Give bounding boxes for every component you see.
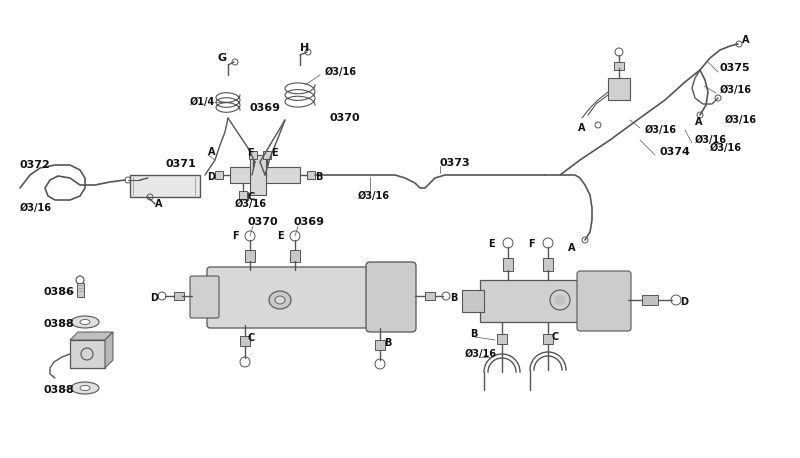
Text: A: A bbox=[155, 199, 162, 209]
Text: Ø3/16: Ø3/16 bbox=[645, 125, 677, 135]
Text: Ø3/16: Ø3/16 bbox=[720, 85, 752, 95]
Bar bbox=[240, 336, 250, 346]
Text: B: B bbox=[315, 172, 322, 182]
Text: F: F bbox=[247, 148, 254, 158]
Bar bbox=[642, 295, 658, 305]
Bar bbox=[174, 292, 184, 300]
Text: 0375: 0375 bbox=[720, 63, 750, 73]
Bar bbox=[230, 167, 300, 183]
Bar bbox=[375, 340, 385, 350]
Bar bbox=[70, 340, 105, 368]
Bar bbox=[503, 258, 513, 271]
Bar bbox=[250, 155, 266, 195]
Text: Ø3/16: Ø3/16 bbox=[465, 349, 497, 359]
Text: 0388: 0388 bbox=[43, 319, 74, 329]
Text: A: A bbox=[742, 35, 750, 45]
Bar bbox=[130, 175, 200, 197]
Text: C: C bbox=[248, 333, 255, 343]
Text: C: C bbox=[552, 332, 559, 342]
Text: Ø1/4: Ø1/4 bbox=[190, 97, 215, 107]
Bar bbox=[497, 334, 507, 344]
Text: D: D bbox=[207, 172, 215, 182]
Text: D: D bbox=[150, 293, 158, 303]
Text: Ø3/16: Ø3/16 bbox=[358, 191, 390, 201]
Ellipse shape bbox=[275, 296, 285, 304]
Text: B: B bbox=[470, 329, 478, 339]
Text: 0369: 0369 bbox=[293, 217, 324, 227]
Bar bbox=[614, 62, 624, 70]
Text: 0386: 0386 bbox=[43, 287, 74, 297]
Ellipse shape bbox=[80, 320, 90, 325]
Text: B: B bbox=[450, 293, 458, 303]
Text: 0388: 0388 bbox=[43, 385, 74, 395]
Text: B: B bbox=[384, 338, 391, 348]
Bar bbox=[249, 151, 257, 159]
Text: 0369: 0369 bbox=[250, 103, 281, 113]
Text: Ø3/16: Ø3/16 bbox=[235, 199, 267, 209]
Text: Ø3/16: Ø3/16 bbox=[695, 135, 727, 145]
Circle shape bbox=[555, 295, 565, 305]
Text: 0370: 0370 bbox=[248, 217, 278, 227]
Text: 0370: 0370 bbox=[330, 113, 361, 123]
Bar bbox=[290, 250, 300, 262]
FancyBboxPatch shape bbox=[207, 267, 408, 328]
Bar bbox=[245, 250, 255, 262]
FancyBboxPatch shape bbox=[190, 276, 219, 318]
Bar bbox=[77, 283, 84, 297]
Text: Ø3/16: Ø3/16 bbox=[725, 115, 757, 125]
Bar bbox=[462, 290, 484, 312]
Text: H: H bbox=[300, 43, 310, 53]
Polygon shape bbox=[105, 332, 113, 368]
Bar bbox=[263, 151, 271, 159]
FancyBboxPatch shape bbox=[577, 271, 631, 331]
Bar bbox=[239, 191, 247, 199]
Bar bbox=[543, 334, 553, 344]
Text: E: E bbox=[277, 231, 284, 241]
Text: 0374: 0374 bbox=[660, 147, 691, 157]
Text: D: D bbox=[680, 297, 688, 307]
Text: A: A bbox=[578, 123, 586, 133]
Text: 0373: 0373 bbox=[440, 158, 470, 168]
Text: A: A bbox=[208, 147, 215, 157]
Polygon shape bbox=[70, 332, 113, 340]
Ellipse shape bbox=[71, 382, 99, 394]
Bar bbox=[608, 78, 630, 100]
Text: Ø3/16: Ø3/16 bbox=[325, 67, 357, 77]
Text: F: F bbox=[232, 231, 238, 241]
Text: Ø3/16: Ø3/16 bbox=[20, 203, 52, 213]
Text: A: A bbox=[695, 117, 702, 127]
Bar bbox=[480, 280, 610, 322]
Text: G: G bbox=[218, 53, 227, 63]
Text: 0371: 0371 bbox=[165, 159, 196, 169]
Text: A: A bbox=[568, 243, 575, 253]
Ellipse shape bbox=[71, 316, 99, 328]
Ellipse shape bbox=[80, 386, 90, 391]
Ellipse shape bbox=[269, 291, 291, 309]
Bar bbox=[425, 292, 435, 300]
Text: C: C bbox=[247, 192, 254, 202]
Bar bbox=[307, 171, 315, 179]
Text: Ø3/16: Ø3/16 bbox=[710, 143, 742, 153]
Text: E: E bbox=[271, 148, 278, 158]
Text: 0372: 0372 bbox=[20, 160, 50, 170]
Bar bbox=[543, 258, 553, 271]
Text: F: F bbox=[528, 239, 534, 249]
FancyBboxPatch shape bbox=[366, 262, 416, 332]
Bar bbox=[215, 171, 223, 179]
Text: E: E bbox=[488, 239, 494, 249]
